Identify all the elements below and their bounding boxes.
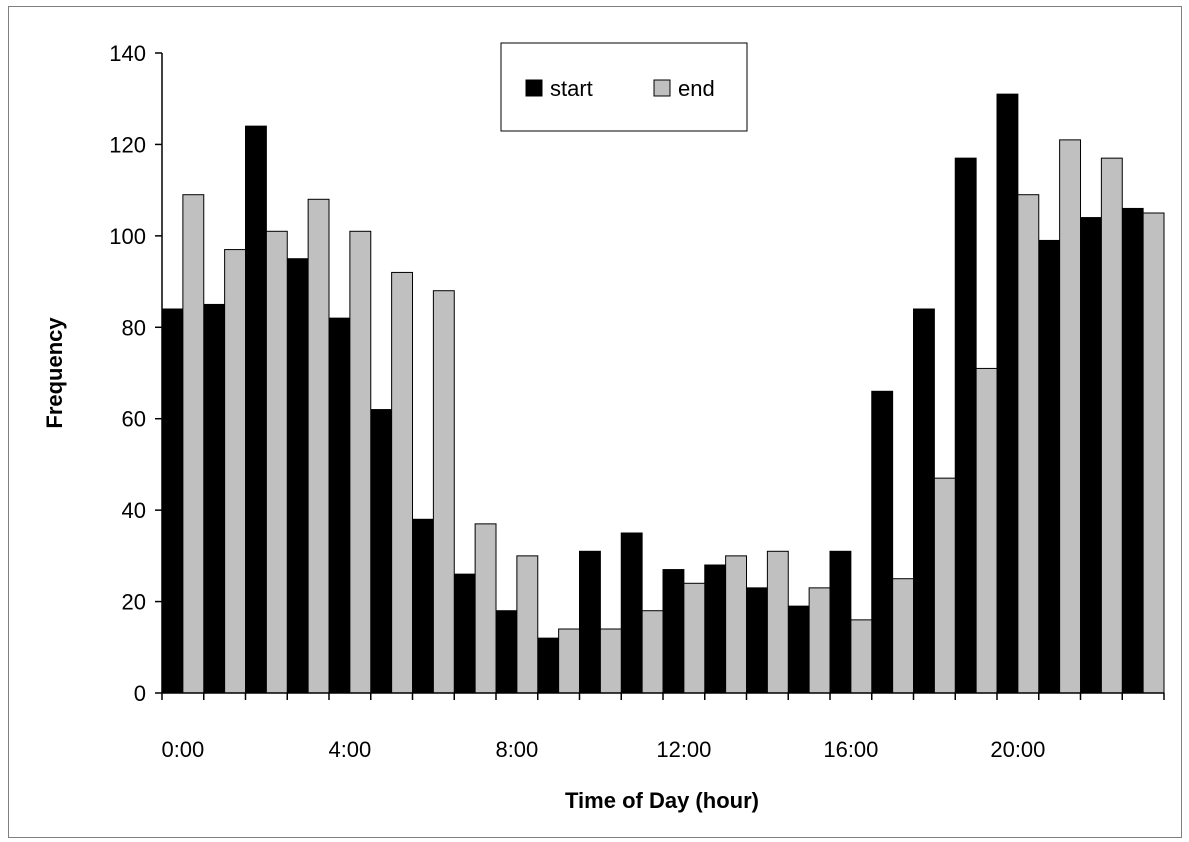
bar-start-22 xyxy=(1080,217,1102,694)
y-axis-title: Frequency xyxy=(42,317,67,429)
bar-end-11 xyxy=(641,610,664,694)
bar-start-8 xyxy=(495,610,518,694)
x-tick-label: 12:00 xyxy=(656,737,711,762)
bar-start-2 xyxy=(245,125,267,694)
bar-end-9 xyxy=(558,628,581,694)
bar-start-17 xyxy=(871,390,894,694)
bar-end-2 xyxy=(265,230,288,694)
bars-group xyxy=(161,93,1165,694)
bar-start-20 xyxy=(996,93,1019,694)
bar-start-4 xyxy=(328,317,351,694)
bar-start-5 xyxy=(370,409,393,694)
bar-start-13 xyxy=(704,564,727,694)
legend-label-start: start xyxy=(550,76,593,101)
bar-end-18 xyxy=(933,477,956,694)
bar-start-9 xyxy=(537,637,560,694)
y-tick-label: 60 xyxy=(122,407,146,432)
x-tick-label: 20:00 xyxy=(990,737,1045,762)
bar-start-0 xyxy=(161,308,184,694)
x-tick-label: 4:00 xyxy=(328,737,371,762)
bar-end-20 xyxy=(1017,194,1040,694)
bar-end-16 xyxy=(850,619,873,694)
bar-start-1 xyxy=(203,303,226,694)
bar-start-14 xyxy=(746,587,768,694)
y-tick-label: 40 xyxy=(122,498,146,523)
bar-end-22 xyxy=(1100,157,1123,694)
bar-start-23 xyxy=(1121,207,1144,694)
bar-end-4 xyxy=(349,230,372,694)
bar-start-10 xyxy=(579,550,601,694)
bar-start-16 xyxy=(829,550,852,694)
axes-group xyxy=(155,52,1165,700)
legend-label-end: end xyxy=(678,76,715,101)
bar-end-12 xyxy=(683,582,706,694)
bar-start-6 xyxy=(412,518,434,694)
x-tick-label: 0:00 xyxy=(161,737,204,762)
bar-end-8 xyxy=(516,555,539,694)
legend-swatch-start xyxy=(525,79,543,97)
bar-end-6 xyxy=(432,290,455,694)
bar-start-15 xyxy=(787,605,810,694)
bar-start-7 xyxy=(453,573,476,694)
legend: start end xyxy=(500,42,748,132)
y-tick-label: 0 xyxy=(134,681,146,706)
legend-swatch-end xyxy=(653,79,671,97)
bar-start-12 xyxy=(662,569,685,694)
y-tick-labels: 0 20 40 60 80 100 120 140 xyxy=(109,41,146,706)
bar-end-15 xyxy=(808,587,831,694)
bar-end-17 xyxy=(892,578,915,694)
bar-start-3 xyxy=(286,258,309,694)
bar-end-10 xyxy=(599,628,622,694)
bar-end-5 xyxy=(391,271,414,694)
y-tick-label: 120 xyxy=(109,132,146,157)
bar-end-23 xyxy=(1142,212,1165,694)
bar-end-1 xyxy=(224,249,247,694)
bar-end-7 xyxy=(474,523,497,694)
x-tick-labels: 0:00 4:00 8:00 12:00 16:00 20:00 xyxy=(161,737,1045,762)
bar-end-0 xyxy=(182,194,205,694)
y-tick-label: 80 xyxy=(122,315,146,340)
x-axis-title: Time of Day (hour) xyxy=(565,788,759,813)
bar-end-3 xyxy=(307,198,330,694)
bar-end-19 xyxy=(975,367,998,694)
x-tick-label: 16:00 xyxy=(823,737,878,762)
bar-end-21 xyxy=(1059,139,1082,694)
bar-start-19 xyxy=(954,157,977,694)
y-tick-label: 100 xyxy=(109,224,146,249)
bar-end-13 xyxy=(725,555,748,694)
bar-start-21 xyxy=(1038,239,1061,694)
y-tick-label: 20 xyxy=(122,590,146,615)
x-tick-label: 8:00 xyxy=(495,737,538,762)
y-tick-label: 140 xyxy=(109,41,146,66)
bar-start-18 xyxy=(913,308,935,694)
bar-end-14 xyxy=(766,550,789,694)
bar-start-11 xyxy=(620,532,643,694)
